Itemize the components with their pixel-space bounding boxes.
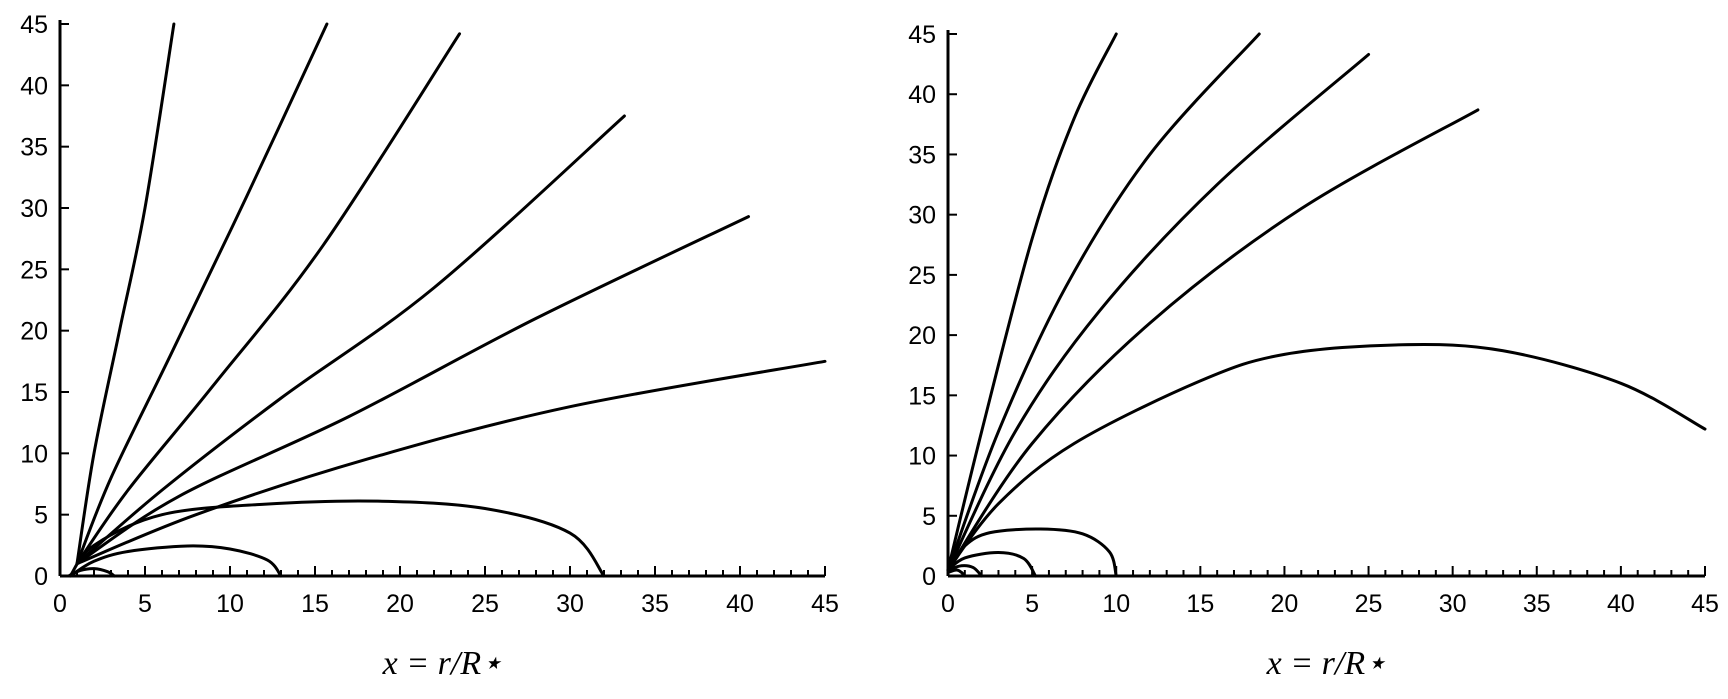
y-tick-label: 30 xyxy=(20,195,48,223)
field-line xyxy=(946,32,1118,572)
x-axis-title: x = r/R⋆ xyxy=(1266,645,1387,682)
x-tick-label: 5 xyxy=(1025,590,1039,618)
field-line xyxy=(75,359,827,566)
field-line xyxy=(75,32,461,566)
field-line xyxy=(946,568,967,578)
y-tick-label: 25 xyxy=(908,262,936,290)
field-line xyxy=(68,544,283,578)
y-tick-label: 10 xyxy=(20,440,48,468)
field-line xyxy=(75,215,750,566)
y-tick-label: 0 xyxy=(922,563,936,591)
x-tick-label: 45 xyxy=(1691,590,1719,618)
y-tick-label: 25 xyxy=(20,256,48,284)
y-tick-label: 45 xyxy=(908,21,936,49)
y-tick-label: 35 xyxy=(20,134,48,162)
x-tick-label: 45 xyxy=(811,590,839,618)
field-line xyxy=(67,567,116,578)
x-tick-label: 20 xyxy=(1271,590,1299,618)
field-line xyxy=(75,22,176,566)
x-tick-label: 20 xyxy=(386,590,414,618)
x-tick-label: 40 xyxy=(1607,590,1635,618)
field-line xyxy=(946,52,1371,572)
y-tick-label: 5 xyxy=(34,502,48,530)
x-tick-label: 10 xyxy=(1102,590,1130,618)
field-line xyxy=(946,564,984,578)
right-panel: 0 5 10 15 20 25 30 35 40 45 0 5 10 15 20 25 30 35 40 45 x = … xyxy=(908,21,1719,682)
x-tick-label: 0 xyxy=(941,590,955,618)
x-tick-label: 30 xyxy=(556,590,584,618)
field-line xyxy=(75,114,626,566)
x-axis-title: x = r/R⋆ xyxy=(382,645,503,682)
field-line xyxy=(946,108,1480,572)
y-tick-label: 40 xyxy=(908,81,936,109)
x-tick-label: 30 xyxy=(1439,590,1467,618)
y-tick-label: 40 xyxy=(20,72,48,100)
x-tick-label: 10 xyxy=(216,590,244,618)
field-line xyxy=(946,343,1707,572)
field-line xyxy=(75,22,329,566)
field-line xyxy=(946,551,1037,578)
field-line xyxy=(68,499,606,578)
x-tick-label: 5 xyxy=(138,590,152,618)
field-line xyxy=(946,527,1118,578)
x-tick-label: 15 xyxy=(1186,590,1214,618)
x-tick-label: 0 xyxy=(53,590,67,618)
y-tick-label: 5 xyxy=(922,503,936,531)
x-tick-label: 15 xyxy=(301,590,329,618)
y-tick-label: 20 xyxy=(20,318,48,346)
y-tick-label: 35 xyxy=(908,141,936,169)
field-line xyxy=(946,32,1261,572)
x-tick-label: 35 xyxy=(641,590,669,618)
y-tick-label: 45 xyxy=(20,11,48,39)
y-tick-label: 20 xyxy=(908,322,936,350)
x-tick-label: 25 xyxy=(471,590,499,618)
left-panel: 0 5 10 15 20 25 30 35 40 45 0 5 10 15 20 25 30 35 40 45 x = … xyxy=(20,11,839,682)
y-tick-label: 10 xyxy=(908,443,936,471)
x-tick-label: 25 xyxy=(1355,590,1383,618)
y-tick-label: 15 xyxy=(908,382,936,410)
y-tick-label: 30 xyxy=(908,202,936,230)
y-tick-label: 0 xyxy=(34,563,48,591)
x-tick-label: 40 xyxy=(726,590,754,618)
y-tick-label: 15 xyxy=(20,379,48,407)
x-tick-label: 35 xyxy=(1523,590,1551,618)
